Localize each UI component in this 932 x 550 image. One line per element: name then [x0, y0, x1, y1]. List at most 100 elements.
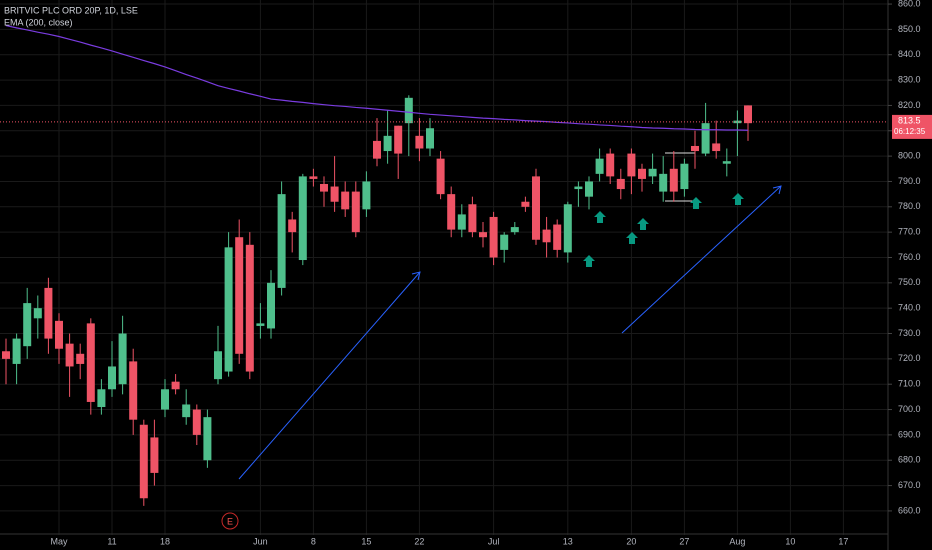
candle-body — [55, 320, 63, 349]
candle-body — [65, 343, 74, 367]
signal-arrows — [583, 193, 744, 267]
arrow-head — [772, 185, 782, 195]
candle-body — [383, 135, 392, 152]
candle-body — [394, 125, 403, 154]
candle-body — [436, 158, 445, 195]
candle-body — [733, 120, 742, 124]
up-arrow — [690, 197, 702, 209]
candle-body — [722, 161, 731, 164]
candle-body — [468, 204, 477, 233]
x-tick-label: 13 — [563, 536, 573, 546]
candle-body — [277, 194, 286, 288]
candle-body — [97, 389, 106, 408]
candle-body — [553, 224, 562, 250]
candle-body — [627, 153, 636, 177]
x-tick-label: Jun — [253, 536, 268, 546]
trend-arrow — [621, 185, 782, 334]
x-tick-label: May — [50, 536, 68, 546]
candle-body — [457, 214, 466, 230]
y-tick-label: 840.0 — [898, 49, 921, 59]
y-tick-label: 700.0 — [898, 404, 921, 414]
up-arrow — [583, 255, 595, 267]
y-tick-label: 770.0 — [898, 227, 921, 237]
candle-body — [288, 219, 297, 233]
candle-body — [108, 366, 116, 390]
candle-body — [447, 194, 456, 230]
chart-title: BRITVIC PLC ORD 20P, 1D, LSE — [4, 5, 138, 15]
candle-body — [479, 232, 487, 238]
up-arrow — [626, 232, 638, 244]
price-label: 813.5 — [898, 115, 921, 125]
x-tick-label: 20 — [626, 536, 636, 546]
trend-arrow — [238, 271, 421, 480]
candle-body — [712, 143, 721, 152]
price-badge — [892, 114, 932, 139]
candle-body — [648, 168, 657, 177]
candle-body — [171, 381, 180, 390]
y-tick-label: 740.0 — [898, 303, 921, 313]
candle-body — [500, 234, 509, 250]
candle-body — [214, 351, 222, 380]
y-tick-label: 800.0 — [898, 150, 921, 160]
candle-body — [44, 287, 53, 339]
candle-body — [404, 97, 413, 124]
y-tick-label: 680.0 — [898, 455, 921, 465]
candle-body — [2, 351, 10, 359]
candle-body — [521, 201, 530, 207]
y-tick-label: 710.0 — [898, 379, 921, 389]
candle-body — [203, 417, 212, 461]
hlines — [665, 152, 695, 202]
x-tick-label: 10 — [785, 536, 795, 546]
up-arrow — [594, 211, 606, 223]
candle-body — [118, 333, 127, 385]
candle-body — [245, 244, 254, 372]
x-tick-label: Aug — [729, 536, 745, 546]
earnings-badge — [221, 512, 239, 530]
candle-body — [659, 173, 668, 192]
y-tick-label: 730.0 — [898, 328, 921, 338]
candle-body — [150, 437, 159, 473]
candle-body — [341, 191, 350, 210]
candle-body — [256, 323, 265, 326]
earnings-text: E — [227, 516, 233, 526]
candle-body — [76, 353, 85, 364]
candle-body — [362, 181, 371, 210]
arrow-head — [411, 271, 421, 281]
candle-body — [415, 135, 424, 149]
candle-body — [182, 404, 191, 418]
x-tick-label: 22 — [414, 536, 424, 546]
candle-body — [489, 216, 498, 258]
candle-body — [426, 128, 434, 149]
up-arrow — [637, 218, 649, 230]
candle-body — [744, 105, 752, 124]
candle-body — [373, 140, 381, 159]
candle-body — [701, 123, 710, 154]
y-tick-label: 780.0 — [898, 201, 921, 211]
candle-body — [192, 409, 201, 435]
candle-body — [139, 424, 148, 499]
candle-body — [320, 183, 328, 192]
candle-body — [585, 181, 593, 197]
candle-body — [542, 229, 551, 243]
candle-body — [330, 186, 339, 202]
candle-body — [595, 158, 604, 174]
y-tick-label: 670.0 — [898, 480, 921, 490]
candle-body — [309, 176, 318, 179]
x-tick-label: 17 — [838, 536, 848, 546]
countdown: 06:12:35 — [894, 127, 926, 136]
x-tick-label: 27 — [679, 536, 689, 546]
x-tick-label: 11 — [107, 536, 116, 546]
candle-body — [638, 168, 646, 179]
y-tick-label: 850.0 — [898, 24, 921, 34]
y-tick-label: 690.0 — [898, 429, 921, 439]
y-tick-label: 790.0 — [898, 176, 921, 186]
candle-body — [33, 308, 42, 319]
candle-body — [669, 168, 678, 192]
x-tick-label: Jul — [488, 536, 500, 546]
candle-body — [298, 176, 307, 261]
candle-body — [235, 237, 244, 354]
candle-body — [574, 186, 583, 190]
y-tick-label: 820.0 — [898, 100, 921, 110]
